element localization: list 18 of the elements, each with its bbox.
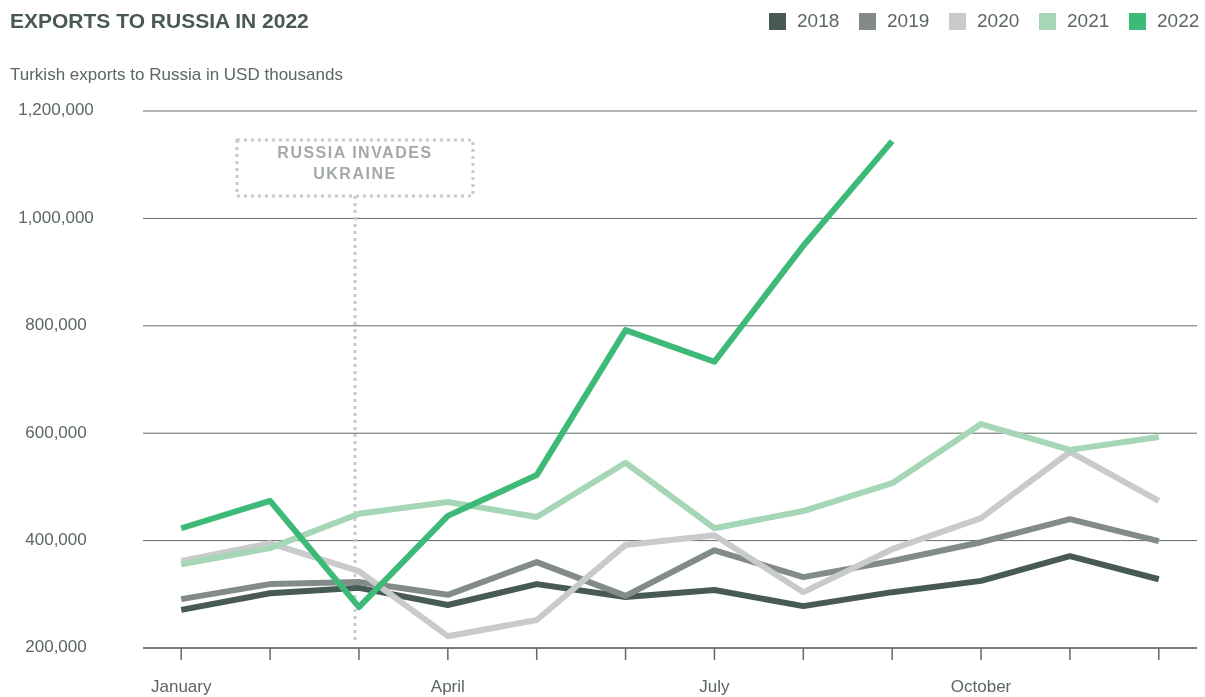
legend-label: 2021: [1067, 10, 1110, 32]
y-tick-label: 1,000,000: [18, 207, 94, 227]
x-tick-label: October: [950, 677, 1012, 696]
x-tick-label: July: [699, 677, 731, 696]
y-tick-label: 200,000: [25, 637, 87, 657]
chart-title: EXPORTS TO RUSSIA IN 2022: [10, 9, 309, 32]
legend-label: 2020: [977, 10, 1020, 32]
legend-label: 2022: [1157, 10, 1200, 32]
x-tick-label: January: [150, 677, 212, 696]
legend-label: 2019: [887, 10, 930, 32]
legend-label: 2018: [797, 10, 840, 32]
x-tick-label: April: [430, 677, 465, 696]
y-tick-label: 400,000: [25, 530, 87, 550]
chart-subtitle: Turkish exports to Russia in USD thousands: [10, 65, 343, 84]
y-tick-label: 1,200,000: [18, 100, 94, 120]
y-tick-label: 800,000: [25, 315, 87, 335]
y-tick-label: 600,000: [25, 422, 87, 442]
annotation: RUSSIA INVADES UKRAINE: [277, 144, 433, 182]
